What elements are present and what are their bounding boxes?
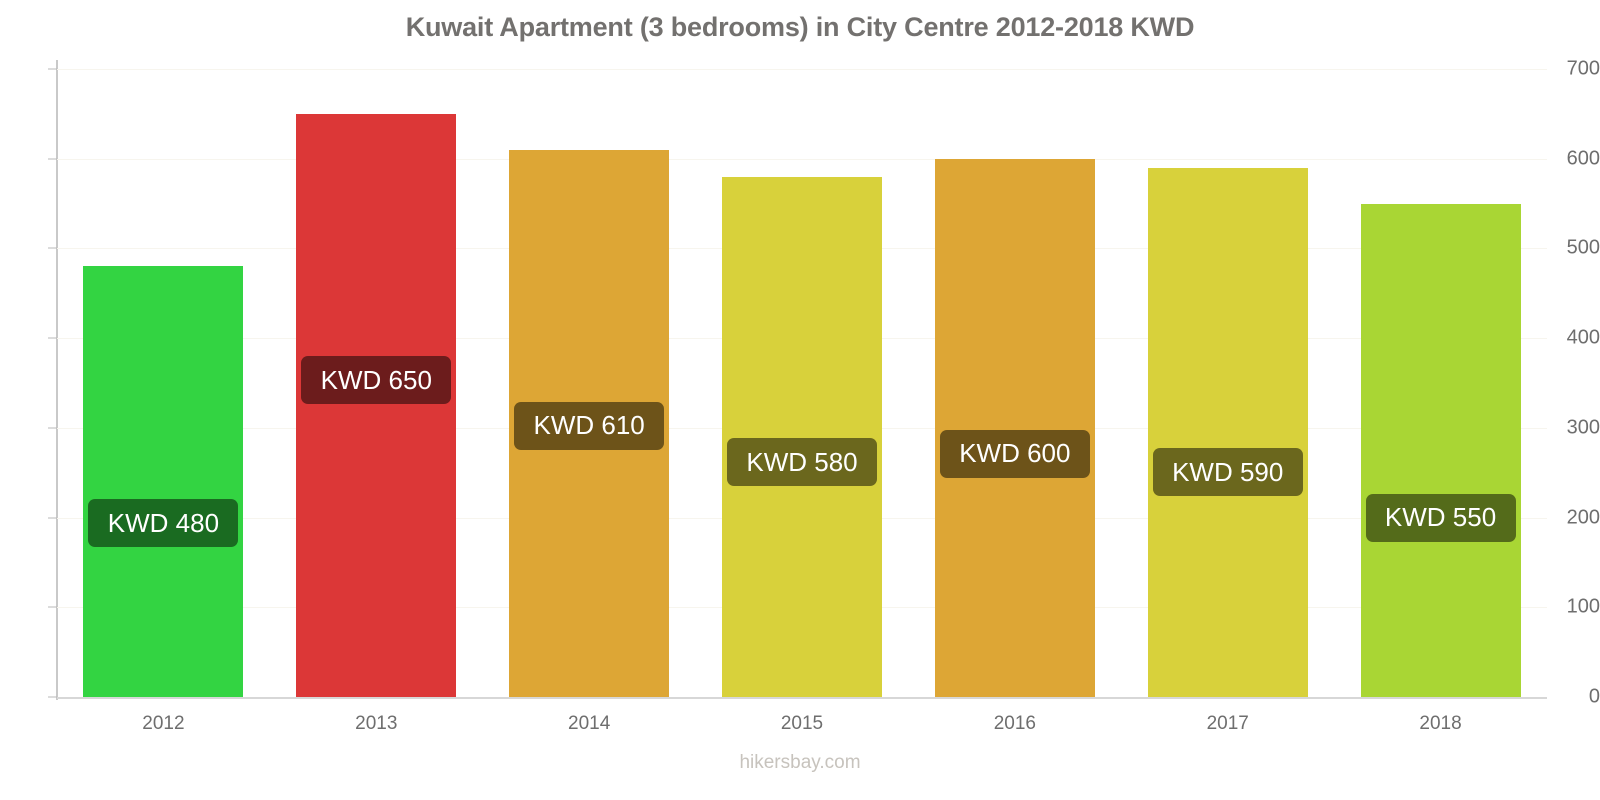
y-tick-label: 0 — [1588, 685, 1600, 708]
bar[interactable] — [83, 266, 244, 697]
bar-value-label: KWD 650 — [301, 356, 452, 405]
gridline — [57, 69, 1547, 70]
y-tick-label: 100 — [1566, 595, 1600, 618]
x-tick-label: 2012 — [142, 713, 185, 734]
bar-value-label: KWD 600 — [939, 429, 1090, 478]
bar[interactable] — [1147, 167, 1308, 697]
x-tick-label: 2014 — [568, 713, 611, 734]
x-tick-label: 2018 — [1419, 713, 1462, 734]
y-tick-label: 500 — [1566, 236, 1600, 259]
y-tick-label: 200 — [1566, 506, 1600, 529]
y-tick-label: 600 — [1566, 147, 1600, 170]
gridline — [57, 158, 1547, 160]
y-tick-mark — [48, 247, 57, 249]
y-tick-label: 400 — [1566, 326, 1600, 349]
page-title: Kuwait Apartment (3 bedrooms) in City Ce… — [405, 12, 1195, 42]
y-tick-mark — [48, 606, 57, 608]
bar[interactable] — [722, 176, 882, 697]
y-tick-mark — [48, 337, 57, 339]
y-tick-mark — [48, 517, 57, 519]
x-tick-label: 2015 — [780, 713, 824, 734]
y-tick-label: 700 — [1566, 57, 1600, 80]
y-tick-mark — [48, 68, 57, 70]
bar-value-label: KWD 580 — [727, 438, 877, 487]
bar[interactable] — [1360, 203, 1521, 697]
gridline — [57, 697, 1547, 699]
bar-value-label: KWD 610 — [514, 401, 665, 450]
y-tick-mark — [48, 427, 57, 429]
bar-value-label: KWD 590 — [1152, 448, 1303, 497]
bar-value-label: KWD 480 — [88, 499, 239, 548]
x-tick-label: 2016 — [993, 713, 1036, 734]
footer-credit: hikersbay.com — [739, 752, 861, 773]
y-tick-mark — [48, 158, 57, 160]
x-tick-label: 2013 — [355, 713, 398, 734]
bar[interactable] — [296, 113, 457, 697]
y-tick-label: 300 — [1566, 416, 1600, 439]
plot-area: KWD 480 KWD 650 KWD 610 KWD 580 KWD 600 KWD 5… — [57, 69, 1547, 699]
y-tick-mark — [48, 696, 57, 698]
y-axis-line — [56, 60, 58, 700]
bar-value-label: KWD 550 — [1365, 493, 1516, 542]
bar[interactable] — [934, 158, 1095, 697]
x-tick-label: 2017 — [1206, 713, 1249, 734]
